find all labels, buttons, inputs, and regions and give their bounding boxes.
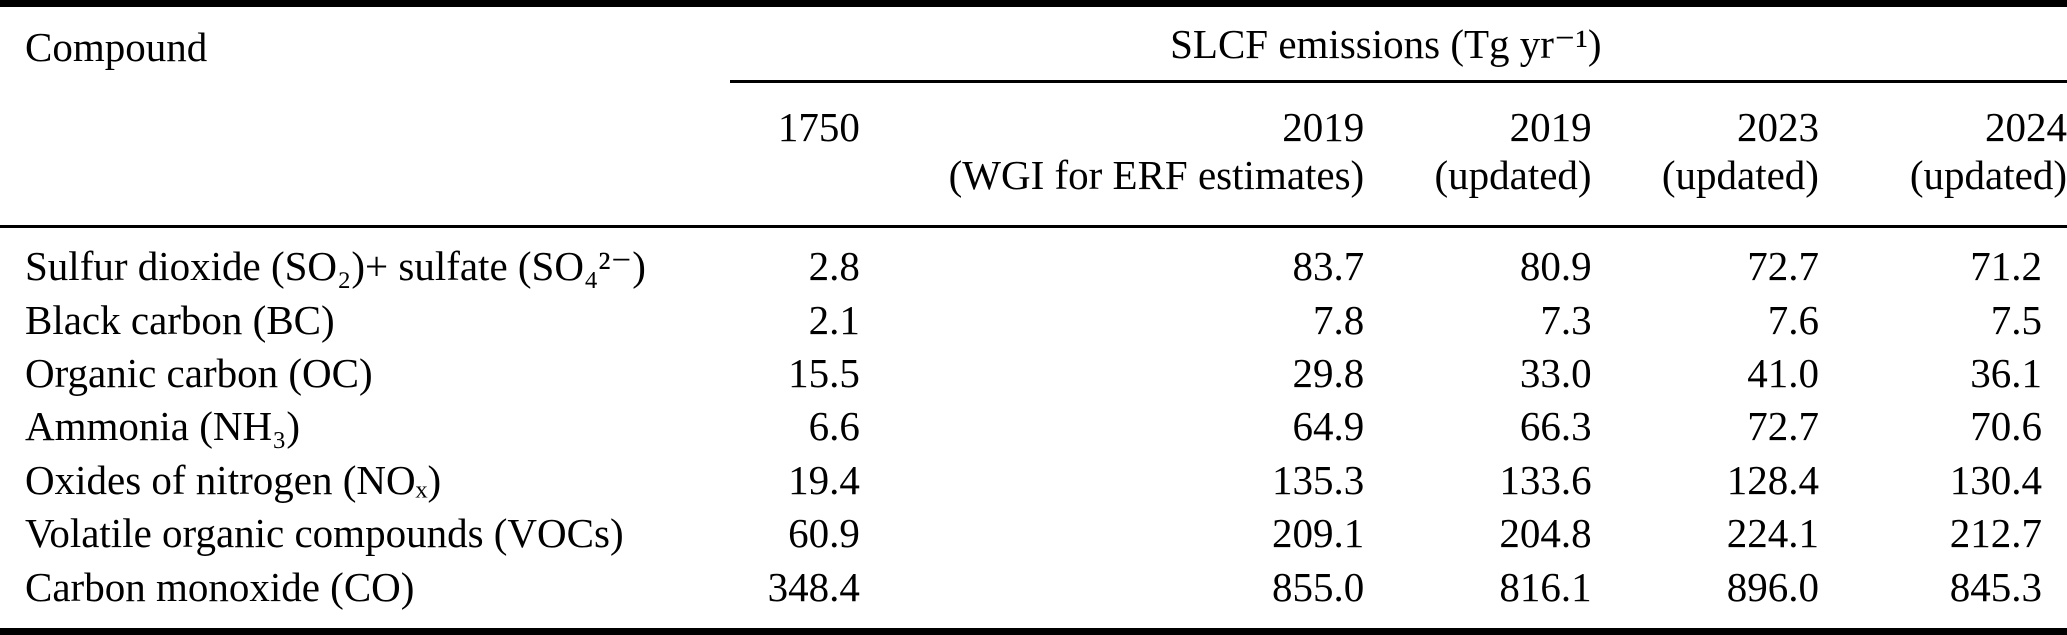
- value-cell: 29.8: [1292, 350, 1365, 397]
- table-row-black-carbon: Black carbon (BC) 2.1 7.8 7.3 7.6 7.5: [0, 293, 2067, 346]
- value-cell: 7.3: [1540, 296, 1592, 343]
- value-cell: 224.1: [1726, 510, 1819, 557]
- value-cell: 7.5: [1990, 296, 2042, 343]
- year-header-row: 1750 2019 (WGI for ERF estimates) 2019 (…: [0, 81, 2067, 228]
- value-cell: 6.6: [808, 403, 860, 450]
- year-label: 2019: [1509, 104, 1592, 150]
- year-label: 2024: [1985, 104, 2067, 150]
- value-cell: 133.6: [1499, 456, 1592, 503]
- value-cell: 60.9: [788, 510, 860, 557]
- column-header-1750: 1750: [729, 81, 860, 228]
- value-cell: 2.8: [808, 243, 860, 290]
- compound-cell: Sulfur dioxide (SO₂)+ sulfate (SO₄²⁻): [25, 243, 646, 290]
- value-cell: 816.1: [1499, 563, 1592, 610]
- group-header-row: Compound SLCF emissions (Tg yr⁻¹): [0, 3, 2067, 228]
- value-cell: 2.1: [808, 296, 860, 343]
- value-cell: 212.7: [1949, 510, 2042, 557]
- value-cell: 36.1: [1970, 350, 2042, 397]
- table-row-nox: Oxides of nitrogen (NOₓ) 19.4 135.3 133.…: [0, 454, 2067, 507]
- year-label: 2019: [1282, 104, 1365, 150]
- value-cell: 209.1: [1271, 510, 1365, 557]
- value-cell: 896.0: [1726, 563, 1819, 610]
- compound-cell: Carbon monoxide (CO): [25, 563, 415, 610]
- compound-cell: Oxides of nitrogen (NOₓ): [25, 456, 442, 503]
- value-cell: 72.7: [1747, 403, 1819, 450]
- column-header-2023-updated: 2023 (updated): [1591, 81, 1819, 228]
- value-cell: 7.8: [1312, 296, 1365, 343]
- year-sublabel: (WGI for ERF estimates): [948, 152, 1365, 198]
- value-cell: 15.5: [788, 350, 860, 397]
- value-cell: 33.0: [1519, 350, 1592, 397]
- column-header-2024-updated: 2024 (updated): [1818, 81, 2067, 228]
- value-cell: 128.4: [1726, 456, 1819, 503]
- emissions-group-header: SLCF emissions (Tg yr⁻¹): [729, 3, 2067, 83]
- value-cell: 7.6: [1767, 296, 1819, 343]
- value-cell: 348.4: [767, 563, 860, 610]
- value-cell: 72.7: [1747, 243, 1819, 290]
- value-cell: 135.3: [1271, 456, 1365, 503]
- value-cell: 855.0: [1271, 563, 1365, 610]
- compound-cell: Volatile organic compounds (VOCs): [25, 510, 624, 557]
- value-cell: 80.9: [1519, 243, 1592, 290]
- value-cell: 70.6: [1970, 403, 2042, 450]
- compound-cell: Black carbon (BC): [25, 296, 335, 343]
- table-row-vocs: Volatile organic compounds (VOCs) 60.9 2…: [0, 507, 2067, 560]
- value-cell: 64.9: [1292, 403, 1365, 450]
- compound-cell: Organic carbon (OC): [25, 350, 373, 397]
- column-header-2019-updated: 2019 (updated): [1364, 81, 1592, 228]
- year-sublabel: (updated): [1434, 152, 1592, 198]
- value-cell: 204.8: [1499, 510, 1592, 557]
- value-cell: 41.0: [1747, 350, 1819, 397]
- value-cell: 845.3: [1949, 563, 2042, 610]
- year-sublabel: (updated): [1909, 152, 2067, 198]
- table-row-organic-carbon: Organic carbon (OC) 15.5 29.8 33.0 41.0 …: [0, 347, 2067, 400]
- year-sublabel: [730, 151, 860, 199]
- table-row-carbon-monoxide: Carbon monoxide (CO) 348.4 855.0 816.1 8…: [0, 560, 2067, 631]
- value-cell: 130.4: [1949, 456, 2042, 503]
- value-cell: 83.7: [1292, 243, 1365, 290]
- table-row-so2-sulfate: Sulfur dioxide (SO₂)+ sulfate (SO₄²⁻) 2.…: [0, 227, 2067, 294]
- compound-cell: Ammonia (NH₃): [25, 403, 301, 450]
- table-row-ammonia: Ammonia (NH₃) 6.6 64.9 66.3 72.7 70.6: [0, 400, 2067, 453]
- year-label: 1750: [777, 104, 860, 150]
- year-sublabel: (updated): [1661, 152, 1819, 198]
- column-header-2019-wgi: 2019 (WGI for ERF estimates): [859, 81, 1365, 228]
- value-cell: 66.3: [1519, 403, 1592, 450]
- value-cell: 19.4: [788, 456, 860, 503]
- compound-column-header: Compound: [0, 3, 730, 228]
- year-label: 2023: [1736, 104, 1819, 150]
- value-cell: 71.2: [1970, 243, 2042, 290]
